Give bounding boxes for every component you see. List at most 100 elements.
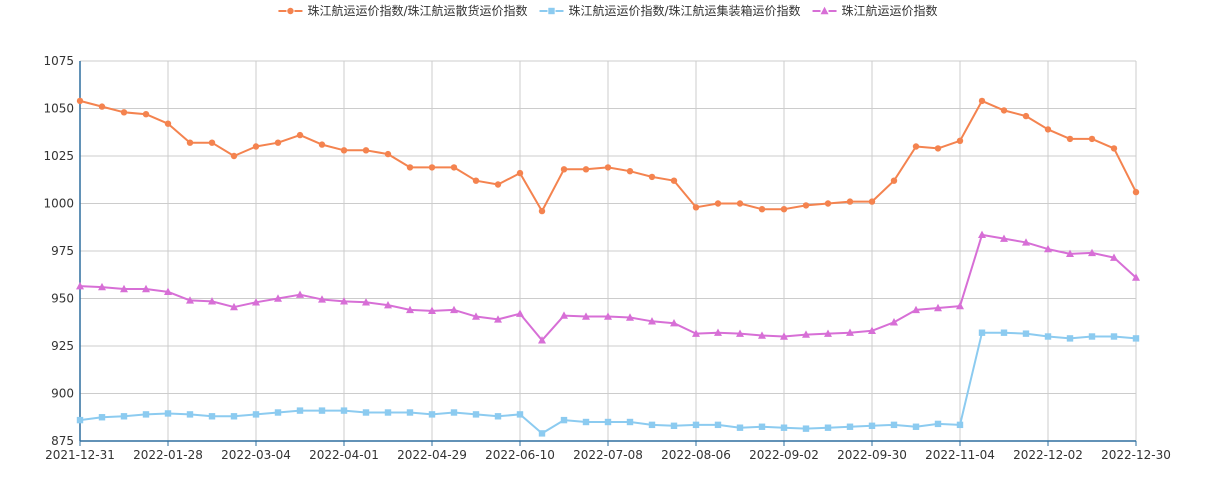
data-point[interactable] (340, 407, 348, 414)
data-point[interactable] (538, 430, 546, 437)
data-point[interactable] (76, 416, 84, 424)
data-point[interactable] (142, 284, 150, 293)
data-point[interactable] (648, 173, 656, 181)
data-point[interactable] (604, 312, 612, 320)
data-point[interactable] (450, 164, 458, 171)
data-point[interactable] (164, 287, 172, 296)
data-point[interactable] (142, 111, 150, 118)
data-point[interactable] (934, 303, 942, 312)
data-point[interactable] (868, 422, 876, 429)
data-point[interactable] (318, 407, 326, 414)
data-point[interactable] (516, 411, 524, 418)
data-point[interactable] (406, 409, 414, 416)
data-point[interactable] (120, 109, 128, 116)
data-point[interactable] (98, 103, 106, 110)
data-point[interactable] (274, 139, 282, 146)
data-point[interactable] (890, 421, 898, 429)
data-point[interactable] (912, 305, 920, 314)
data-point[interactable] (956, 301, 964, 310)
data-point[interactable] (1110, 333, 1118, 340)
data-point[interactable] (626, 168, 634, 175)
data-point[interactable] (802, 330, 810, 338)
data-point[interactable] (780, 332, 788, 340)
data-point[interactable] (1110, 253, 1118, 261)
data-point[interactable] (296, 407, 304, 414)
data-point[interactable] (362, 409, 370, 416)
data-point[interactable] (736, 200, 744, 207)
data-point[interactable] (692, 204, 700, 211)
data-point[interactable] (670, 319, 678, 327)
data-point[interactable] (252, 411, 260, 418)
data-point[interactable] (318, 295, 326, 303)
legend[interactable]: 珠江航运运价指数/珠江航运散货运价指数 珠江航运运价指数/珠江航运集装箱运价指数 珠… (278, 3, 938, 18)
data-point[interactable] (692, 421, 700, 429)
data-point[interactable] (406, 305, 414, 314)
data-point[interactable] (714, 200, 722, 207)
data-point[interactable] (1000, 234, 1008, 242)
data-point[interactable] (758, 206, 766, 213)
data-point[interactable] (428, 164, 436, 171)
data-point[interactable] (824, 424, 832, 431)
data-point[interactable] (560, 166, 568, 173)
data-point[interactable] (384, 300, 392, 309)
data-point[interactable] (978, 97, 986, 105)
data-point[interactable] (890, 177, 898, 184)
data-point[interactable] (208, 139, 216, 146)
data-point[interactable] (362, 298, 370, 306)
data-point[interactable] (846, 198, 854, 205)
data-point[interactable] (472, 177, 480, 184)
legend-item[interactable]: 珠江航运运价指数/珠江航运散货运价指数 (278, 3, 527, 18)
data-point[interactable] (494, 181, 502, 188)
data-point[interactable] (76, 97, 84, 105)
data-point[interactable] (1022, 238, 1030, 246)
data-point[interactable] (208, 297, 216, 305)
data-point[interactable] (1088, 135, 1096, 143)
data-point[interactable] (648, 317, 656, 325)
data-point[interactable] (670, 422, 678, 429)
data-point[interactable] (780, 424, 788, 431)
data-point[interactable] (274, 409, 282, 416)
data-point[interactable] (230, 152, 238, 160)
data-point[interactable] (384, 409, 392, 416)
data-point[interactable] (802, 425, 810, 432)
data-point[interactable] (516, 309, 524, 317)
data-point[interactable] (736, 329, 744, 337)
data-point[interactable] (802, 202, 810, 209)
data-point[interactable] (1000, 329, 1008, 336)
data-point[interactable] (1022, 112, 1030, 120)
data-point[interactable] (186, 411, 194, 418)
data-point[interactable] (208, 413, 216, 420)
data-point[interactable] (1044, 126, 1052, 133)
data-point[interactable] (1132, 335, 1140, 342)
data-point[interactable] (472, 411, 480, 418)
legend-item[interactable]: 珠江航运运价指数 (812, 3, 938, 18)
data-point[interactable] (296, 290, 304, 298)
data-point[interactable] (494, 413, 502, 420)
data-point[interactable] (428, 411, 436, 418)
data-point[interactable] (846, 423, 854, 430)
data-point[interactable] (780, 206, 788, 213)
data-point[interactable] (868, 198, 876, 205)
data-point[interactable] (362, 147, 370, 154)
data-point[interactable] (978, 230, 986, 239)
data-point[interactable] (406, 164, 414, 171)
data-point[interactable] (186, 139, 194, 146)
data-point[interactable] (692, 329, 700, 337)
data-point[interactable] (626, 313, 634, 321)
data-point[interactable] (1044, 244, 1052, 253)
data-point[interactable] (824, 329, 832, 337)
data-point[interactable] (758, 331, 766, 339)
data-point[interactable] (868, 326, 876, 334)
data-point[interactable] (230, 413, 238, 420)
data-point[interactable] (1066, 335, 1074, 342)
data-point[interactable] (252, 298, 260, 306)
data-point[interactable] (1110, 145, 1118, 152)
data-point[interactable] (318, 141, 326, 148)
data-point[interactable] (1066, 249, 1074, 258)
data-point[interactable] (846, 328, 854, 336)
data-point[interactable] (912, 143, 920, 150)
data-point[interactable] (604, 164, 612, 171)
data-point[interactable] (824, 200, 832, 207)
data-point[interactable] (956, 137, 964, 144)
data-point[interactable] (450, 305, 458, 314)
